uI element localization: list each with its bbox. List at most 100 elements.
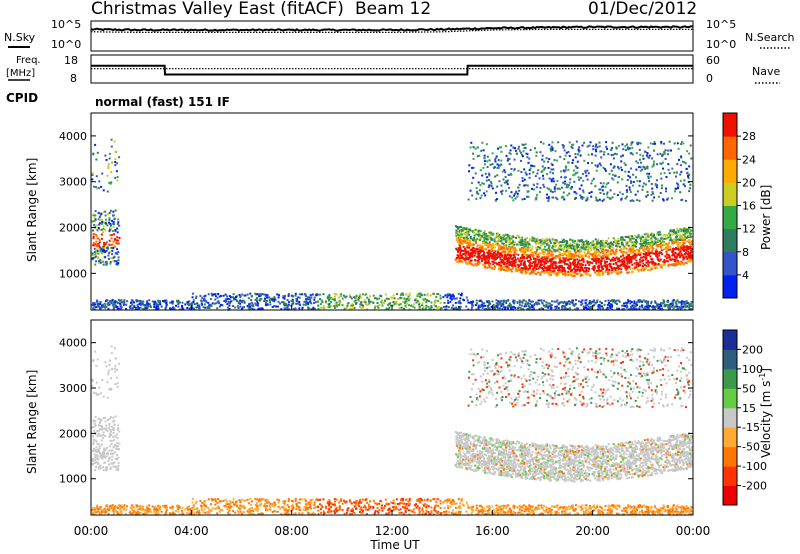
power-cell [452, 304, 454, 307]
power-cell [642, 269, 645, 272]
power-cell [454, 297, 457, 300]
power-cell [107, 163, 110, 165]
power-cell [93, 302, 96, 304]
power-cell [439, 294, 442, 297]
power-cell [660, 141, 663, 143]
power-cell [678, 235, 681, 238]
power-cell [612, 153, 615, 156]
power-cell [472, 166, 475, 169]
power-cell [626, 143, 628, 146]
power-cell [338, 296, 341, 299]
power-cell [606, 191, 609, 194]
power-cell [493, 256, 496, 258]
power-cell [328, 294, 331, 297]
power-cell [621, 236, 624, 239]
power-cell [662, 161, 665, 164]
power-cell [518, 241, 521, 244]
power-cell [114, 304, 117, 307]
power-cell [212, 293, 215, 296]
power-cell [461, 235, 464, 238]
power-cell [465, 235, 468, 238]
power-cell [320, 306, 322, 309]
power-cell [495, 240, 498, 243]
power-cell [564, 271, 567, 274]
power-cell [100, 306, 103, 309]
power-cell [606, 257, 609, 260]
power-cell [590, 195, 593, 198]
power-cell [582, 191, 585, 194]
power-cell [490, 182, 493, 185]
power-cell [469, 235, 472, 238]
power-cell [641, 267, 644, 270]
power-cell [518, 235, 520, 238]
power-cell [617, 176, 620, 178]
power-cell [504, 269, 507, 272]
power-cell [653, 262, 656, 265]
power-cell [459, 238, 462, 241]
power-cell [595, 143, 598, 146]
power-cell [562, 146, 565, 149]
power-cell [501, 192, 503, 195]
power-cell [326, 297, 329, 300]
power-cell [534, 175, 537, 178]
power-cell [503, 258, 506, 261]
power-cell [689, 247, 692, 250]
power-cell [630, 259, 633, 262]
power-cell [553, 269, 556, 272]
power-cell [473, 231, 476, 234]
power-cell [616, 303, 618, 305]
power-cell [495, 253, 498, 256]
power-cell [515, 249, 518, 252]
power-cell [500, 184, 503, 187]
power-cell [549, 171, 552, 174]
power-cell [585, 304, 588, 307]
power-cell [497, 164, 500, 167]
power-cell [92, 233, 95, 236]
power-cell [558, 241, 560, 244]
power-cell [511, 257, 514, 260]
power-cell [571, 161, 574, 164]
power-cell [420, 294, 423, 297]
power-cell [548, 266, 551, 269]
power-cell [416, 293, 419, 296]
power-cell [549, 269, 552, 272]
power-cell [291, 298, 294, 301]
power-cell [457, 256, 460, 259]
power-cell [636, 242, 639, 245]
power-cell [612, 178, 615, 181]
power-cell [667, 236, 670, 239]
power-cell [484, 263, 486, 266]
power-cell [689, 144, 692, 147]
power-cell [601, 272, 604, 274]
power-cell [606, 243, 609, 246]
power-cell [488, 172, 491, 175]
power-cell [517, 145, 520, 148]
power-cell [506, 183, 509, 186]
power-cell [586, 303, 589, 306]
power-cell [503, 245, 505, 248]
power-cell [285, 304, 288, 307]
power-cell [416, 294, 419, 297]
power-cell [114, 150, 117, 153]
power-cell [496, 185, 499, 188]
power-cell [685, 256, 688, 259]
power-cell [568, 303, 571, 305]
power-cell [129, 305, 132, 308]
power-cell [666, 153, 669, 156]
power-cell [542, 142, 545, 145]
power-cell [674, 231, 677, 234]
power-cell [605, 249, 608, 252]
power-cell [610, 271, 613, 274]
power-cell [529, 149, 532, 151]
power-cell [191, 302, 194, 305]
power-cell [555, 274, 558, 277]
power-cell [674, 187, 677, 190]
power-cell [99, 303, 101, 306]
power-cell [597, 305, 600, 308]
power-cell [488, 303, 491, 306]
power-cell [471, 166, 474, 169]
power-cell [518, 301, 521, 304]
power-cell [638, 305, 641, 308]
power-cell [94, 143, 97, 146]
power-cell [522, 143, 525, 146]
